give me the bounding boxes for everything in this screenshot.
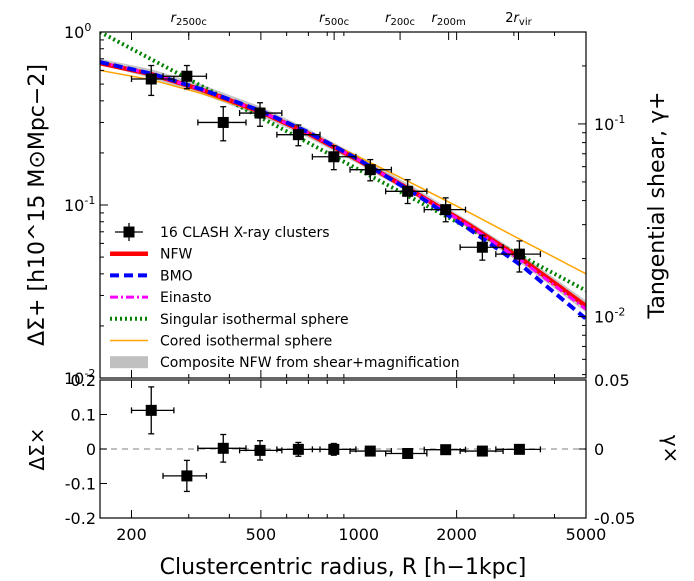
legend-label: Einasto bbox=[160, 290, 212, 306]
curve-singular-isothermal-sphere bbox=[100, 32, 586, 293]
data-point bbox=[130, 386, 175, 435]
data-point bbox=[238, 102, 283, 127]
curve-cored-isothermal-sphere bbox=[100, 69, 586, 275]
legend-entry: NFW bbox=[110, 247, 193, 263]
x-axis-label: Clustercentric radius, R [h−1kpc] bbox=[160, 555, 527, 580]
data-marker bbox=[145, 404, 157, 416]
lower-right-y-tick-label: 0.05 bbox=[594, 371, 630, 390]
data-marker bbox=[364, 445, 376, 457]
top-marker-label: r200m bbox=[432, 11, 466, 28]
data-point bbox=[349, 445, 393, 457]
legend-entry: Cored isothermal sphere bbox=[110, 334, 332, 350]
lower-y-tick-label: 0 bbox=[86, 440, 96, 459]
y-tick-label: 10-1 bbox=[64, 194, 95, 215]
data-marker bbox=[254, 107, 266, 119]
data-point bbox=[130, 64, 175, 97]
data-point bbox=[197, 106, 247, 142]
data-marker bbox=[402, 447, 414, 459]
x-tick-label: 500 bbox=[246, 525, 277, 544]
data-marker bbox=[292, 443, 304, 455]
data-point bbox=[459, 234, 504, 261]
data-marker bbox=[292, 129, 304, 141]
data-point bbox=[459, 445, 504, 457]
upper-y-axis-label: ΔΣ+ [h10^15 M⊙Mpc−2] bbox=[25, 64, 50, 346]
data-marker bbox=[440, 204, 452, 216]
data-marker bbox=[513, 248, 525, 260]
x-tick-label: 200 bbox=[116, 525, 147, 544]
data-marker bbox=[364, 164, 376, 176]
data-marker bbox=[476, 241, 488, 253]
data-marker bbox=[328, 443, 340, 455]
data-point bbox=[162, 64, 208, 90]
legend-entry: BMO bbox=[110, 268, 193, 284]
y-tick-label: 100 bbox=[64, 21, 91, 42]
x-tick-label: 2000 bbox=[436, 525, 477, 544]
data-marker bbox=[217, 116, 229, 128]
top-marker-label: 2rvir bbox=[505, 11, 532, 28]
x-tick-label: 5000 bbox=[566, 525, 607, 544]
lower-right-y-axis-label: γ× bbox=[659, 435, 683, 464]
legend-label: BMO bbox=[160, 268, 193, 284]
data-marker bbox=[513, 443, 525, 455]
data-marker bbox=[476, 445, 488, 457]
data-point bbox=[385, 447, 428, 459]
lower-right-y-tick-label: 0 bbox=[594, 440, 604, 459]
data-marker bbox=[181, 70, 193, 82]
right-y-tick-label: 10-2 bbox=[594, 306, 625, 327]
top-marker-label: r200c bbox=[385, 11, 415, 28]
legend-label: Composite NFW from shear+magnification bbox=[160, 355, 460, 371]
upper-right-y-axis-label: Tangential shear, γ+ bbox=[645, 92, 670, 320]
curve-bmo bbox=[100, 60, 586, 321]
data-marker bbox=[440, 444, 452, 456]
lower-y-tick-label: -0.2 bbox=[65, 509, 96, 528]
lower-y-tick-label: 0.2 bbox=[71, 371, 96, 390]
data-point bbox=[238, 440, 283, 461]
data-marker bbox=[145, 73, 157, 85]
data-point bbox=[349, 158, 393, 182]
lower-right-y-tick-label: -0.05 bbox=[594, 509, 635, 528]
legend-label: 16 CLASH X-ray clusters bbox=[160, 225, 330, 241]
data-point bbox=[495, 443, 542, 455]
data-marker bbox=[328, 151, 340, 163]
legend-entry: Einasto bbox=[110, 290, 212, 306]
data-point bbox=[162, 459, 208, 493]
right-y-tick-label: 10-1 bbox=[594, 113, 625, 134]
data-point bbox=[495, 240, 542, 273]
data-point bbox=[311, 145, 357, 171]
legend-label: Cored isothermal sphere bbox=[160, 334, 332, 350]
legend-entry: Singular isothermal sphere bbox=[110, 312, 349, 328]
data-marker bbox=[402, 185, 414, 197]
legend-entry: 16 CLASH X-ray clusters bbox=[115, 223, 330, 241]
data-point bbox=[197, 433, 247, 463]
data-point bbox=[423, 197, 467, 223]
lower-y-tick-label: 0.1 bbox=[71, 406, 96, 425]
x-tick-label: 1000 bbox=[338, 525, 379, 544]
legend-label: Singular isothermal sphere bbox=[160, 312, 349, 328]
top-marker-label: r500c bbox=[319, 11, 349, 28]
data-marker bbox=[181, 470, 193, 482]
top-marker-label: r2500c bbox=[171, 11, 207, 28]
data-point bbox=[276, 124, 321, 147]
legend-swatch bbox=[110, 356, 148, 369]
curve-einasto bbox=[100, 60, 586, 311]
legend-entry: Composite NFW from shear+magnification bbox=[110, 355, 460, 371]
data-marker bbox=[254, 444, 266, 456]
legend-marker bbox=[123, 226, 135, 238]
data-point bbox=[423, 444, 467, 456]
data-marker bbox=[217, 442, 229, 454]
lower-y-axis-label: ΔΣ× bbox=[25, 427, 49, 470]
y-tick-label: 10-2 bbox=[64, 367, 95, 388]
data-point bbox=[385, 179, 428, 205]
legend-label: NFW bbox=[160, 247, 193, 263]
lower-y-tick-label: -0.1 bbox=[65, 475, 96, 494]
